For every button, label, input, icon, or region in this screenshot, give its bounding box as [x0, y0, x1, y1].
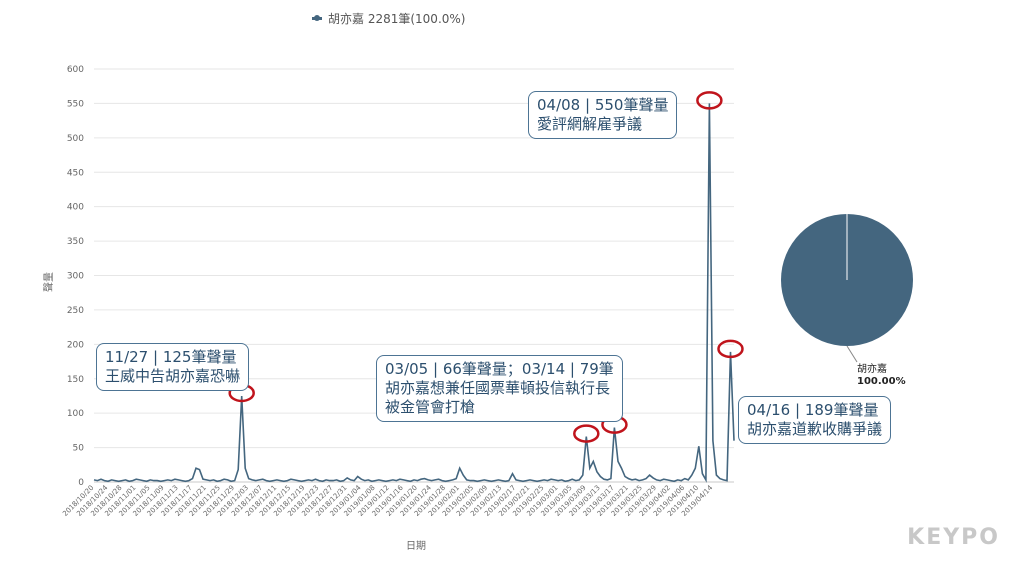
y-tick-label-500: 500: [67, 134, 84, 144]
callout-0408: 04/08 | 550筆聲量 愛評網解雇爭議: [528, 91, 678, 139]
x-axis-label: 日期: [406, 540, 426, 552]
peak-marker-189: [717, 339, 744, 359]
peak-marker-550: [696, 91, 723, 110]
y-tick-label-400: 400: [67, 203, 84, 213]
y-tick-label-450: 450: [67, 168, 84, 178]
y-tick-label-550: 550: [67, 99, 84, 109]
legend-label: 胡亦嘉 2281筆(100.0%): [328, 12, 466, 26]
pie-chart: [781, 214, 913, 363]
y-tick-labels: 0 50 100 150 200 250 300 350 400 450 500 550 600: [67, 65, 84, 488]
callout-0416: 04/16 | 189筆聲量 胡亦嘉道歉收購爭議: [738, 396, 892, 444]
grid-lines: [94, 68, 734, 483]
pie-leader-line: [846, 345, 858, 363]
legend-marker-icon: [312, 15, 322, 21]
y-tick-label-100: 100: [67, 409, 84, 419]
pie-slice-name: 胡亦嘉: [857, 364, 887, 375]
callout-0408-line1: 04/08 | 550筆聲量: [537, 96, 669, 114]
y-tick-label-0: 0: [78, 478, 84, 488]
callout-1127-line2: 王威中告胡亦嘉恐嚇: [105, 367, 241, 385]
callout-1127: 11/27 | 125筆聲量 王威中告胡亦嘉恐嚇: [96, 343, 250, 391]
y-tick-label-300: 300: [67, 272, 84, 282]
x-tick-labels: 2018/10/202018/10/242018/10/282018/11/01…: [61, 483, 714, 518]
keypo-logo: KEYPO: [907, 525, 1000, 550]
callout-0305: 03/05 | 66筆聲量；03/14 | 79筆 胡亦嘉想兼任國票華頓投信執行…: [376, 355, 623, 422]
y-axis-label: 聲量: [42, 272, 55, 292]
y-tick-label-250: 250: [67, 306, 84, 316]
callout-0416-line1: 04/16 | 189筆聲量: [747, 401, 879, 419]
series-line-huyijia: [93, 103, 735, 483]
peak-marker-66: [573, 424, 600, 443]
callout-0305-line3: 被金管會打槍: [385, 398, 476, 416]
legend[interactable]: 胡亦嘉 2281筆(100.0%): [312, 10, 465, 27]
y-tick-label-350: 350: [67, 237, 84, 247]
y-tick-label-600: 600: [67, 65, 84, 75]
callout-1127-line1: 11/27 | 125筆聲量: [105, 348, 237, 366]
y-tick-label-200: 200: [67, 340, 84, 350]
callout-0416-line2: 胡亦嘉道歉收購爭議: [747, 420, 883, 438]
pie-slice-percent: 100.00%: [857, 376, 906, 387]
y-tick-label-150: 150: [67, 375, 84, 385]
pie-slice-label: 胡亦嘉 100.00%: [857, 364, 906, 388]
callout-0305-line1: 03/05 | 66筆聲量；03/14 | 79筆: [385, 360, 614, 378]
y-tick-label-50: 50: [73, 444, 85, 454]
callout-0305-line2: 胡亦嘉想兼任國票華頓投信執行長: [385, 379, 611, 397]
callout-0408-line2: 愛評網解雇爭議: [537, 115, 643, 133]
